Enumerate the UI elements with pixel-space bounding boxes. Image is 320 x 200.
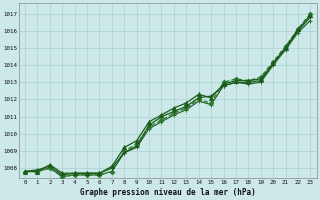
X-axis label: Graphe pression niveau de la mer (hPa): Graphe pression niveau de la mer (hPa) xyxy=(80,188,256,197)
